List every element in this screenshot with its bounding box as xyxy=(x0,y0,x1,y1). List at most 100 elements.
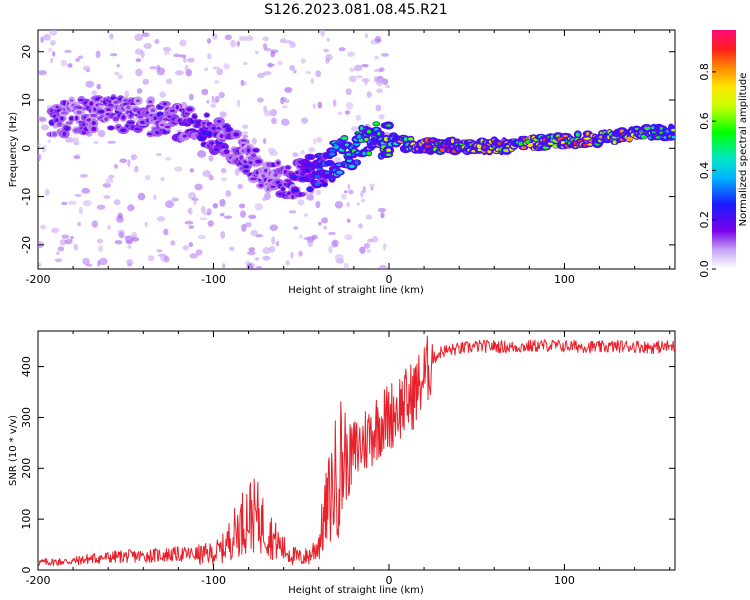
spectrogram-noise-blob xyxy=(160,176,165,182)
spectrogram-noise-blob xyxy=(144,221,148,228)
spectrogram-noise-blob xyxy=(323,48,330,53)
spectrogram-ridge-core xyxy=(659,126,663,130)
spectrogram-noise-blob xyxy=(50,40,57,45)
spectrogram-noise-blob xyxy=(102,183,112,188)
spectrogram-noise-blob xyxy=(208,155,214,162)
spectrogram-noise-blob xyxy=(370,187,374,191)
spectrogram-ridge-core xyxy=(250,177,257,181)
spectrogram-ridge-core xyxy=(239,155,244,160)
spectrogram-noise-blob xyxy=(229,246,235,251)
spectrogram-noise-blob xyxy=(251,137,257,145)
spectrogram-ridge-core xyxy=(477,148,482,152)
spectrogram-noise-blob xyxy=(325,58,330,64)
spectrogram-noise-blob xyxy=(248,214,257,219)
spectrogram-noise-blob xyxy=(378,114,385,120)
colorbar-gradient xyxy=(712,30,736,269)
spectrogram-noise-blob xyxy=(355,114,362,121)
spectrogram-ylabel: Frequency (Hz) xyxy=(8,112,19,188)
spectrogram-noise-blob xyxy=(326,37,330,42)
spectrogram-noise-blob xyxy=(345,102,354,110)
spectrogram-ridge-core xyxy=(366,129,372,134)
spectrogram-noise-blob xyxy=(48,47,52,53)
spectrogram-noise-blob xyxy=(50,57,54,64)
spectrogram-noise-blob xyxy=(241,131,249,135)
spectrogram-noise-blob xyxy=(187,208,192,214)
spectrogram-noise-blob xyxy=(135,68,143,77)
spectrogram-ridge-core xyxy=(191,114,198,119)
spectrogram-noise-blob xyxy=(242,124,249,129)
spectrogram-noise-blob xyxy=(165,157,172,161)
spectrogram-noise-blob xyxy=(313,137,317,145)
spectrogram-ridge-core xyxy=(148,100,153,103)
spectrogram-ridge-core xyxy=(122,98,129,102)
spectrogram-noise-blob xyxy=(64,49,72,54)
spectrogram-ridge-core xyxy=(89,101,94,106)
spectrogram-noise-blob xyxy=(124,90,130,98)
spectrogram-noise-blob xyxy=(41,124,49,131)
spectrogram-noise-blob xyxy=(143,43,152,49)
spectrogram-noise-blob xyxy=(289,65,295,71)
spectrogram-noise-blob xyxy=(225,190,232,197)
spectrogram-noise-blob xyxy=(364,33,368,39)
spectrogram-noise-blob xyxy=(379,265,387,269)
spectrogram-noise-blob xyxy=(71,137,80,143)
spectrogram-ridge-core xyxy=(136,99,140,103)
spectrogram-noise-blob xyxy=(255,257,260,261)
spectrogram-ridge-core xyxy=(587,143,593,146)
spectrogram-ridge-core xyxy=(487,149,492,154)
spectrogram-noise-blob xyxy=(271,117,277,125)
spectrogram-noise-blob xyxy=(200,205,206,214)
spectrogram-noise-blob xyxy=(375,104,382,112)
spectrogram-noise-blob xyxy=(188,93,194,101)
spectrogram-ridge-core xyxy=(364,137,369,142)
spectrogram-noise-blob xyxy=(144,175,151,181)
spectrogram-noise-blob xyxy=(269,224,278,231)
spectrogram-noise-blob xyxy=(366,91,372,98)
colorbar-ticks: 0.0 0.2 0.4 0.6 0.8 xyxy=(698,63,716,278)
spectrogram-ridge-core xyxy=(217,119,222,123)
spectrogram-noise-blob xyxy=(262,247,271,254)
spectrogram-noise-blob xyxy=(347,51,355,57)
spectrogram-ridge-core xyxy=(52,114,57,118)
spectrogram-noise-blob xyxy=(338,47,346,52)
spectrogram-noise-blob xyxy=(155,153,162,157)
spectrogram-noise-blob xyxy=(293,226,299,230)
y-tick-label: 300 xyxy=(20,407,33,428)
spectrogram-noise-blob xyxy=(346,202,350,207)
spectrogram-ridge-core xyxy=(113,100,119,104)
spectrogram-noise-blob xyxy=(262,71,272,76)
spectrogram-noise-blob xyxy=(127,204,135,212)
spectrogram-noise-blob xyxy=(211,33,218,40)
spectrogram-noise-blob xyxy=(254,203,264,211)
spectrogram-noise-blob xyxy=(356,202,360,206)
spectrogram-noise-blob xyxy=(194,183,203,191)
spectrogram-ridge-core xyxy=(204,113,209,117)
spectrogram-ridge-core xyxy=(324,175,330,178)
spectrogram-ridge-core xyxy=(121,115,126,120)
y-tick-label: -10 xyxy=(20,188,33,206)
spectrogram-noise-blob xyxy=(364,79,368,86)
spectrogram-noise-blob xyxy=(365,214,373,220)
spectrogram-ridge-core xyxy=(626,136,633,142)
spectrogram-noise-blob xyxy=(156,216,166,222)
spectrogram-noise-blob xyxy=(321,217,329,224)
spectrogram-noise-blob xyxy=(323,225,328,230)
spectrogram-noise-blob xyxy=(81,187,91,194)
spectrogram-noise-blob xyxy=(371,236,379,243)
spectrogram-noise-blob xyxy=(97,129,106,138)
spectrogram-noise-blob xyxy=(360,190,364,198)
spectrogram-noise-blob xyxy=(348,189,354,195)
spectrogram-ridge-core xyxy=(670,128,675,132)
spectrogram-noise-blob xyxy=(344,110,351,115)
spectrogram-noise-blob xyxy=(344,234,353,241)
spectrogram-noise-blob xyxy=(67,200,77,205)
spectrogram-noise-blob xyxy=(236,99,241,108)
spectrogram-ridge-core xyxy=(476,143,483,149)
spectrogram-ridge-core xyxy=(246,148,251,153)
spectrogram-noise-blob xyxy=(247,251,256,256)
spectrogram-ridge-core xyxy=(226,126,232,132)
spectrogram-noise-blob xyxy=(383,243,387,251)
spectrogram-noise-blob xyxy=(218,91,225,99)
spectrogram-noise-blob xyxy=(137,192,146,201)
spectrogram-ridge-core xyxy=(386,153,392,157)
